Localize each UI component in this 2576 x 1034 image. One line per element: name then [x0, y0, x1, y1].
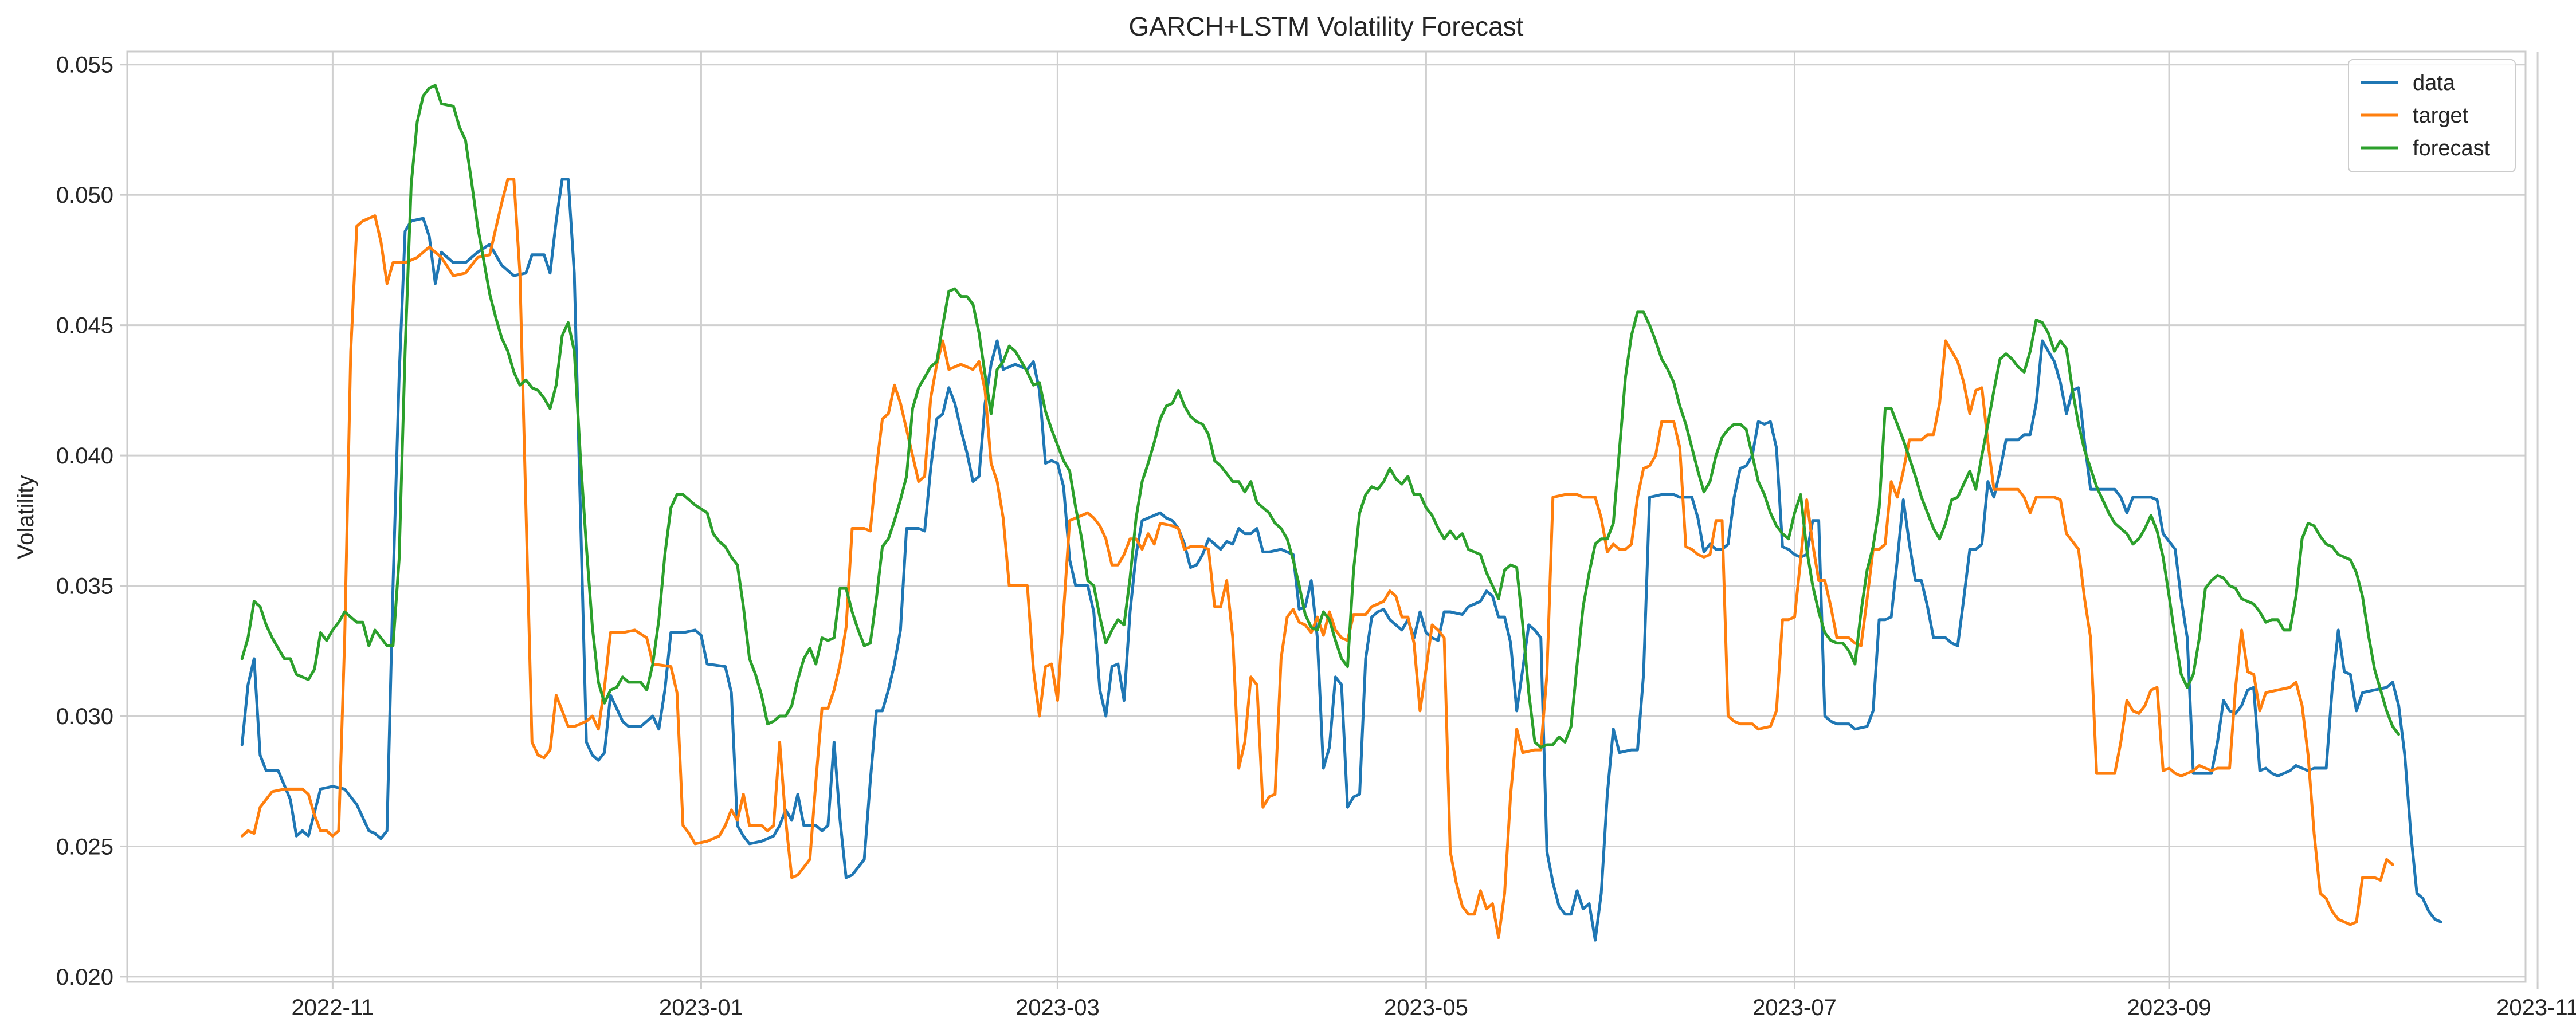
legend-label: data [2413, 71, 2456, 95]
y-axis: 0.020 0.025 0.030 0.035 0.040 0.045 0.050 0.055 [56, 53, 127, 990]
y-axis-title: Volatility [13, 475, 38, 560]
legend-item-target: target [2361, 104, 2469, 128]
chart-title: GARCH+LSTM Volatility Forecast [1129, 11, 1524, 41]
x-tick-label: 2023-07 [1752, 995, 1837, 1020]
legend: data target forecast [2348, 59, 2516, 172]
y-tick-label: 0.020 [56, 965, 113, 990]
x-tick-label: 2023-11 [2496, 995, 2576, 1020]
y-tick-label: 0.025 [56, 834, 113, 859]
y-tick-label: 0.030 [56, 704, 113, 729]
legend-label: target [2413, 104, 2469, 128]
series-line-target [240, 178, 2394, 939]
x-tick-label: 2023-09 [2127, 995, 2212, 1020]
legend-label: forecast [2413, 136, 2491, 160]
y-tick-label: 0.050 [56, 183, 113, 208]
plot-frame [126, 50, 2527, 983]
x-tick-label: 2023-01 [659, 995, 743, 1020]
legend-item-data: data [2361, 71, 2456, 95]
legend-items: data target forecast [2361, 71, 2491, 160]
y-tick-label: 0.045 [56, 313, 113, 339]
y-tick-label: 0.040 [56, 443, 113, 469]
plot-background [127, 52, 2526, 982]
legend-box [2348, 59, 2516, 172]
legend-item-forecast: forecast [2361, 136, 2491, 160]
y-tick-label: 0.035 [56, 574, 113, 599]
x-tick-label: 2023-03 [1015, 995, 1100, 1020]
plot-area [126, 50, 2539, 983]
y-tick-label: 0.055 [56, 53, 113, 78]
series-line-data [240, 178, 2442, 942]
x-tick-label: 2022-11 [291, 995, 374, 1020]
x-axis: 2022-11 2023-01 2023-03 2023-05 2023-07 2023-… [291, 982, 2576, 1020]
series-lines [240, 84, 2442, 942]
x-tick-label: 2023-05 [1384, 995, 1468, 1020]
series-line-forecast [240, 84, 2401, 749]
